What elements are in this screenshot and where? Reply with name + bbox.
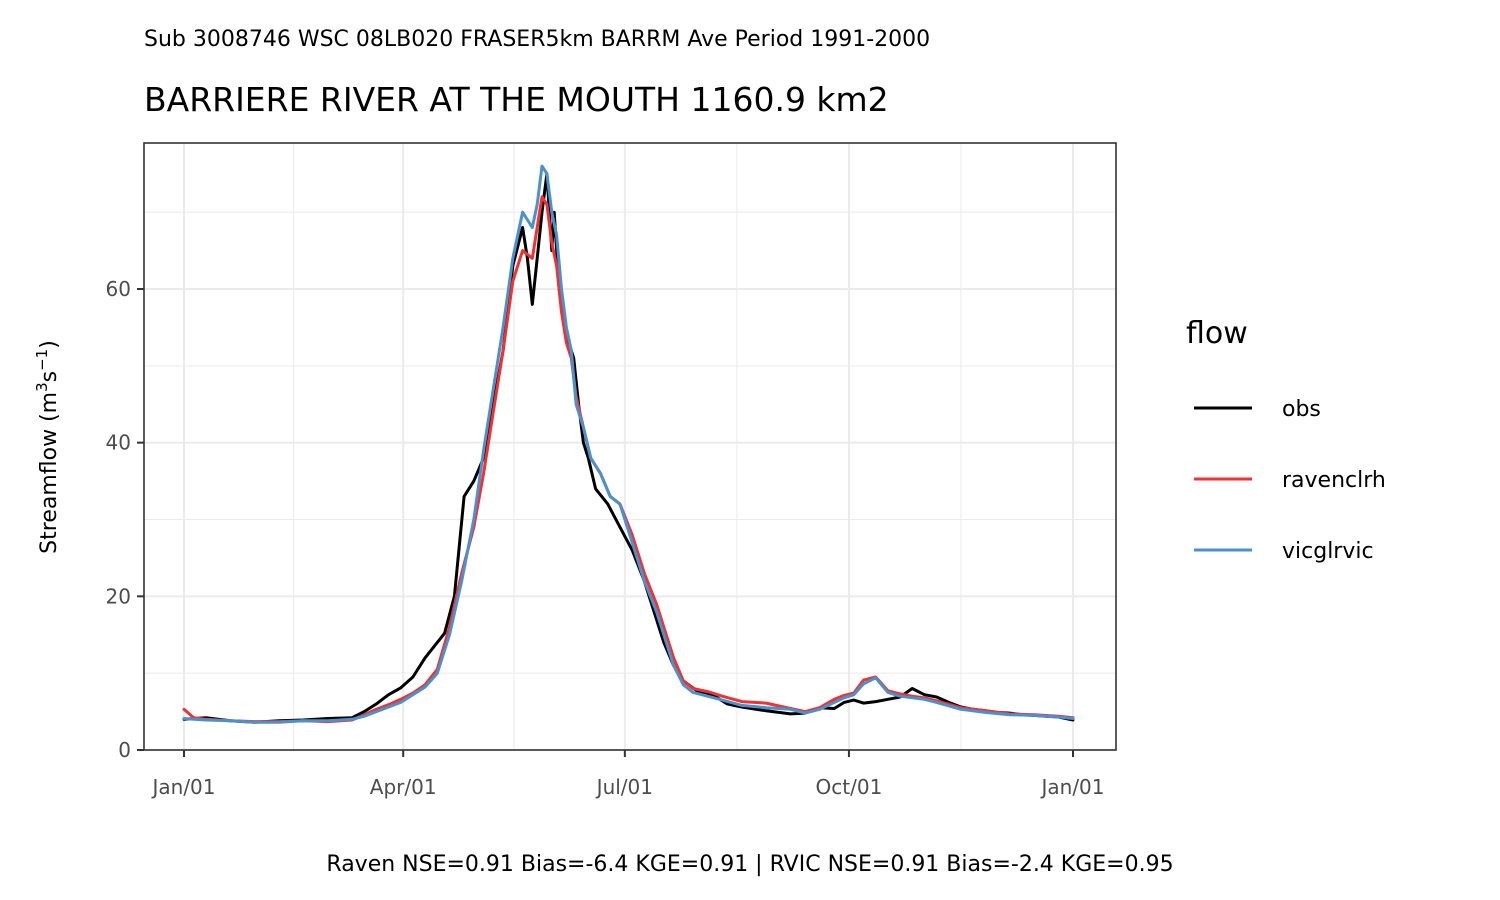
y-tick-label: 20 <box>106 584 131 608</box>
legend-label-obs: obs <box>1282 397 1321 422</box>
y-axis-title: Streamflow (m3s−1) <box>33 340 62 554</box>
chart-subtitle: Sub 3008746 WSC 08LB020 FRASER5km BARRM … <box>144 27 930 52</box>
y-tick-label: 40 <box>106 431 131 455</box>
series-lines <box>182 164 1075 724</box>
y-tick-label: 0 <box>118 738 131 762</box>
y-tick-label: 60 <box>106 277 131 301</box>
grid <box>144 143 1116 751</box>
x-tick-label: Oct/01 <box>816 775 883 799</box>
legend-label-ravenclrh: ravenclrh <box>1282 468 1386 493</box>
x-tick-label: Jan/01 <box>150 775 215 799</box>
x-tick-label: Jul/01 <box>595 775 653 799</box>
series-line-vicglrvic <box>182 164 1075 724</box>
legend: obs ravenclrh vicglrvic <box>1194 397 1386 564</box>
plot-panel <box>144 143 1116 750</box>
chart-title: BARRIERE RIVER AT THE MOUTH 1160.9 km2 <box>144 80 889 119</box>
plot-border <box>143 142 1117 751</box>
x-tick-label: Jan/01 <box>1039 775 1104 799</box>
x-tick-label: Apr/01 <box>370 775 437 799</box>
series-line-obs <box>182 172 1075 724</box>
x-axis: Jan/01 Apr/01 Jul/01 Oct/01 Jan/01 <box>150 750 1105 799</box>
legend-title: flow <box>1186 316 1248 351</box>
legend-label-vicglrvic: vicglrvic <box>1282 539 1374 564</box>
y-axis: 0 20 40 60 <box>106 277 144 762</box>
caption-metrics: Raven NSE=0.91 Bias=-6.4 KGE=0.91 | RVIC… <box>326 852 1173 877</box>
